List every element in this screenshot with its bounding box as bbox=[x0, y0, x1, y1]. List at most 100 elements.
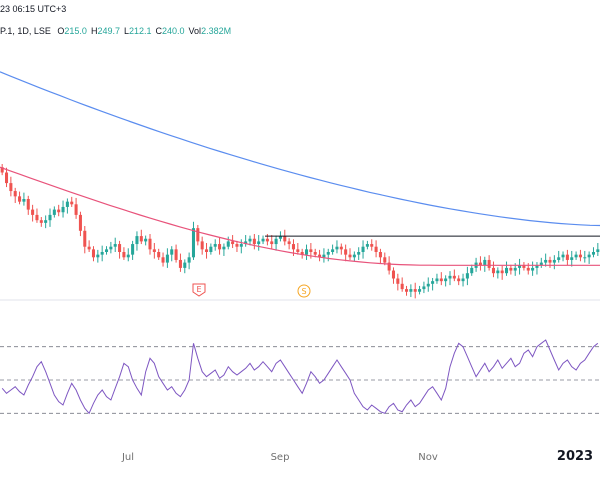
candle-body bbox=[591, 252, 595, 255]
ohlcv-value-o: 215.0 bbox=[64, 26, 87, 36]
candle-body bbox=[578, 254, 582, 258]
candle-body bbox=[78, 214, 82, 231]
split-marker-label: S bbox=[301, 287, 306, 296]
candle-body bbox=[539, 262, 543, 266]
candle-body bbox=[5, 172, 9, 184]
candle-body bbox=[505, 267, 509, 274]
candle-body bbox=[291, 244, 295, 250]
ohlcv-value-l: 212.1 bbox=[128, 26, 152, 36]
candle-body bbox=[318, 254, 322, 258]
candle-body bbox=[0, 167, 4, 173]
candle-body bbox=[39, 220, 43, 223]
candle-body bbox=[287, 241, 291, 245]
candle-body bbox=[235, 244, 239, 247]
ohlcv-key-h: H bbox=[90, 26, 98, 36]
candle-body bbox=[457, 278, 461, 282]
candle-body bbox=[374, 246, 378, 252]
earnings-marker-badge bbox=[192, 283, 206, 297]
candle-body bbox=[131, 244, 135, 255]
candle-body bbox=[231, 241, 235, 245]
candle-body bbox=[378, 252, 382, 258]
axis-label-2023: 2023 bbox=[557, 449, 593, 464]
candle-body bbox=[418, 289, 422, 292]
candle-body bbox=[326, 252, 330, 255]
candle-body bbox=[361, 246, 365, 252]
candle-body bbox=[465, 273, 469, 279]
ohlcv-values: O215.0 H249.7 L212.1 C240.0 Vol2.382M bbox=[53, 26, 231, 36]
candle-body bbox=[96, 254, 100, 258]
candle-body bbox=[178, 259, 182, 268]
candle-body bbox=[296, 249, 300, 252]
candle-body bbox=[183, 262, 187, 268]
candle-body bbox=[226, 241, 230, 247]
candle-body bbox=[478, 262, 482, 266]
axis-label-jul: Jul bbox=[121, 452, 134, 463]
candle-body bbox=[87, 246, 91, 250]
candle-body bbox=[305, 249, 309, 255]
candle-body bbox=[261, 238, 265, 242]
sma-short-line bbox=[0, 166, 600, 266]
candle-body bbox=[552, 259, 556, 263]
candle-body bbox=[370, 244, 374, 247]
candle-body bbox=[13, 191, 17, 197]
candle-body bbox=[144, 238, 148, 242]
rsi-pane[interactable] bbox=[0, 339, 600, 415]
candle-body bbox=[561, 254, 565, 258]
ohlcv-key-o: O bbox=[57, 26, 65, 36]
candle-body bbox=[535, 265, 539, 268]
candle-body bbox=[413, 289, 417, 292]
rsi-line bbox=[1, 339, 599, 415]
candle-body bbox=[244, 241, 248, 245]
header-datetime: 23 06:15 UTC+3 bbox=[0, 4, 67, 14]
candle-body bbox=[105, 249, 109, 252]
candle-body bbox=[405, 289, 409, 292]
candle-body bbox=[170, 249, 174, 255]
candle-body bbox=[387, 262, 391, 271]
candle-body bbox=[435, 278, 439, 282]
candle-body bbox=[583, 257, 587, 259]
candle-body bbox=[557, 257, 561, 260]
candle-body bbox=[283, 236, 287, 242]
candle-body bbox=[218, 244, 222, 250]
axis-label-sep: Sep bbox=[271, 452, 290, 463]
candle-body bbox=[444, 278, 448, 282]
ohlcv-key-l: L bbox=[123, 26, 129, 36]
candle-body bbox=[148, 238, 152, 250]
candle-body bbox=[44, 220, 48, 223]
earnings-marker[interactable]: E bbox=[192, 283, 206, 297]
candle-body bbox=[18, 196, 22, 202]
candle-body bbox=[205, 249, 209, 252]
candle-body bbox=[483, 259, 487, 266]
candle-body bbox=[157, 252, 161, 258]
candle-body bbox=[126, 254, 130, 258]
candle-body bbox=[209, 246, 213, 252]
earnings-marker-label: E bbox=[196, 285, 201, 294]
ohlcv-value-c: 240.0 bbox=[162, 26, 185, 36]
split-marker[interactable]: S bbox=[297, 284, 311, 298]
time-axis: Jul Sep Nov 2023 bbox=[121, 449, 593, 464]
candle-body bbox=[35, 214, 39, 221]
candle-body bbox=[248, 238, 252, 242]
candle-body bbox=[348, 254, 352, 258]
symbol-info-line: P.1, 1D, LSE O215.0 H249.7 L212.1 C240.0 Vol… bbox=[0, 26, 231, 36]
candle-body bbox=[122, 252, 126, 258]
candle-body bbox=[339, 246, 343, 250]
candle-body bbox=[448, 275, 452, 279]
candle-body bbox=[335, 246, 339, 250]
candle-body bbox=[91, 249, 95, 258]
candle-body bbox=[431, 281, 435, 284]
candle-body bbox=[252, 238, 256, 245]
candle-body bbox=[48, 214, 52, 221]
candle-body bbox=[365, 244, 369, 247]
candle-body bbox=[161, 257, 165, 263]
candle-body bbox=[200, 241, 204, 250]
candle-body bbox=[9, 183, 13, 192]
candle-body bbox=[213, 244, 217, 247]
candle-body bbox=[400, 283, 404, 290]
candle-body bbox=[544, 259, 548, 263]
price-pane[interactable] bbox=[0, 164, 600, 299]
candle-body bbox=[222, 246, 226, 250]
candle-body bbox=[118, 244, 122, 252]
